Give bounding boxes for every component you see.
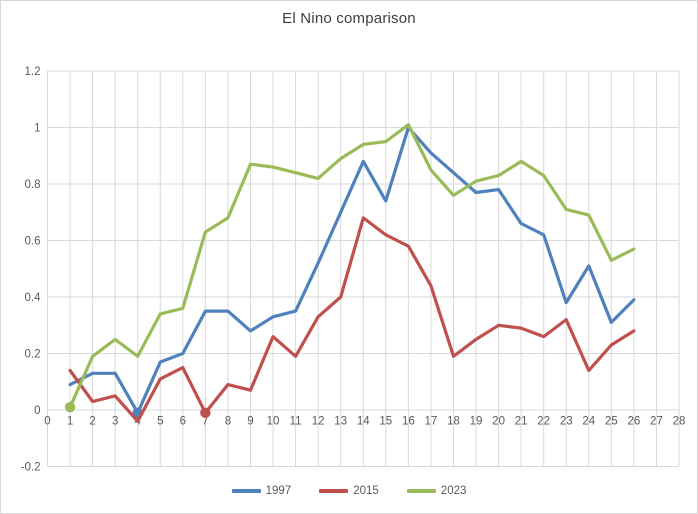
legend-swatch-1997 xyxy=(231,489,261,493)
x-tick-label: 15 xyxy=(379,416,392,428)
x-tick-label: 13 xyxy=(334,416,347,428)
x-tick-label: 0 xyxy=(44,416,50,428)
y-tick-label: -0.2 xyxy=(21,462,41,474)
x-tick-label: 20 xyxy=(492,416,505,428)
x-tick-label: 19 xyxy=(470,416,483,428)
y-tick-label: 0.8 xyxy=(25,179,41,191)
y-tick-label: 1 xyxy=(34,123,40,135)
legend: 1997 2015 2023 xyxy=(1,485,697,497)
legend-label-2015: 2015 xyxy=(353,485,379,497)
series-marker-2023 xyxy=(64,401,76,413)
legend-entry-2023: 2023 xyxy=(406,485,467,497)
legend-swatch-2015 xyxy=(319,489,349,493)
x-tick-label: 8 xyxy=(225,416,231,428)
x-tick-label: 25 xyxy=(605,416,618,428)
x-tick-label: 22 xyxy=(537,416,550,428)
x-tick-label: 26 xyxy=(627,416,640,428)
x-tick-label: 5 xyxy=(157,416,163,428)
legend-entry-1997: 1997 xyxy=(231,485,292,497)
x-tick-label: 14 xyxy=(357,416,370,428)
x-tick-label: 16 xyxy=(402,416,415,428)
x-tick-label: 9 xyxy=(247,416,253,428)
x-tick-label: 3 xyxy=(112,416,118,428)
x-tick-label: 2 xyxy=(89,416,95,428)
x-tick-label: 1 xyxy=(67,416,73,428)
x-tick-label: 23 xyxy=(560,416,573,428)
x-tick-label: 10 xyxy=(267,416,280,428)
x-tick-label: 12 xyxy=(312,416,325,428)
x-tick-label: 24 xyxy=(582,416,595,428)
legend-entry-2015: 2015 xyxy=(319,485,379,497)
y-tick-label: 0.4 xyxy=(25,292,42,304)
x-tick-label: 17 xyxy=(425,416,438,428)
series-marker-2015 xyxy=(200,407,211,419)
x-tick-label: 11 xyxy=(290,416,302,428)
x-tick-label: 6 xyxy=(180,416,186,428)
x-tick-label: 7 xyxy=(202,416,208,428)
legend-label-1997: 1997 xyxy=(265,485,292,497)
series-line-1997 xyxy=(68,125,636,415)
x-tick-label: 28 xyxy=(673,416,686,428)
x-tick-label: 21 xyxy=(515,416,528,428)
x-tick-label: 27 xyxy=(650,416,663,428)
y-tick-label: 0 xyxy=(34,405,40,417)
legend-label-2023: 2023 xyxy=(440,485,467,497)
chart-title: El Nino comparison xyxy=(282,10,416,27)
y-tick-label: 0.2 xyxy=(25,349,41,361)
x-tick-label: 18 xyxy=(447,416,460,428)
series-line-2023 xyxy=(68,123,636,409)
series-line-2015 xyxy=(68,216,636,423)
legend-swatch-2023 xyxy=(406,489,436,493)
y-tick-label: 0.6 xyxy=(25,236,41,248)
y-tick-label: 1.2 xyxy=(25,66,41,78)
